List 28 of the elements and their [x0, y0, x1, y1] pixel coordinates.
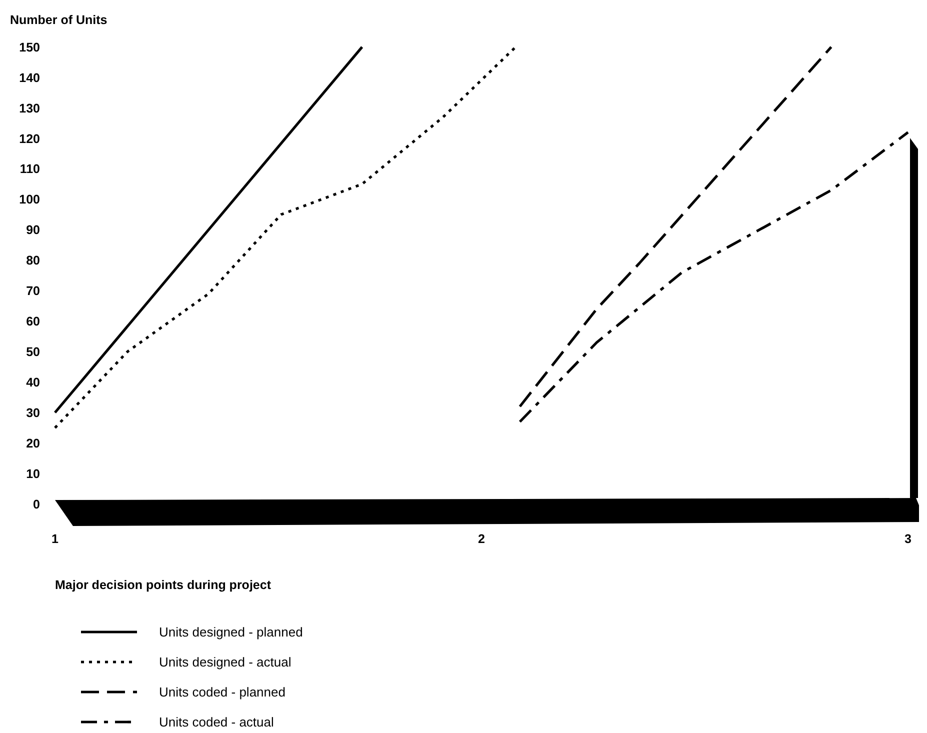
x-axis-title: Major decision points during project: [55, 578, 272, 592]
legend-label: Units designed - planned: [159, 624, 303, 640]
line-series: [54, 46, 517, 430]
y-tick-label: 20: [26, 436, 40, 450]
y-tick-label: 30: [26, 406, 40, 420]
legend-label: Units coded - planned: [159, 684, 286, 700]
line-series: [518, 46, 833, 408]
y-axis-title: Number of Units: [10, 13, 108, 27]
x-tick-label: 1: [52, 532, 59, 546]
y-tick-label: 110: [20, 162, 40, 176]
legend-label: Units coded - actual: [159, 714, 274, 730]
y-tick-label: 140: [19, 70, 40, 85]
y-tick-label: 130: [19, 101, 40, 116]
y-tick-label: 90: [26, 223, 40, 238]
x-tick-label: 2: [478, 532, 486, 546]
line-series: [518, 131, 910, 424]
y-tick-label: 60: [26, 314, 40, 329]
y-tick-label: 150: [19, 40, 40, 54]
legend-label: Units designed - actual: [159, 654, 292, 670]
y-tick-label: 70: [26, 284, 40, 298]
y-tick-label: 40: [26, 376, 40, 390]
y-tick-label: 120: [19, 132, 40, 146]
y-tick-label: 10: [26, 466, 40, 481]
y-tick-label: 100: [19, 192, 40, 207]
y-tick-label: 80: [26, 254, 40, 268]
x-tick-label: 3: [904, 532, 912, 546]
y-tick-label: 50: [26, 345, 40, 360]
y-tick-label: 0: [33, 497, 40, 512]
